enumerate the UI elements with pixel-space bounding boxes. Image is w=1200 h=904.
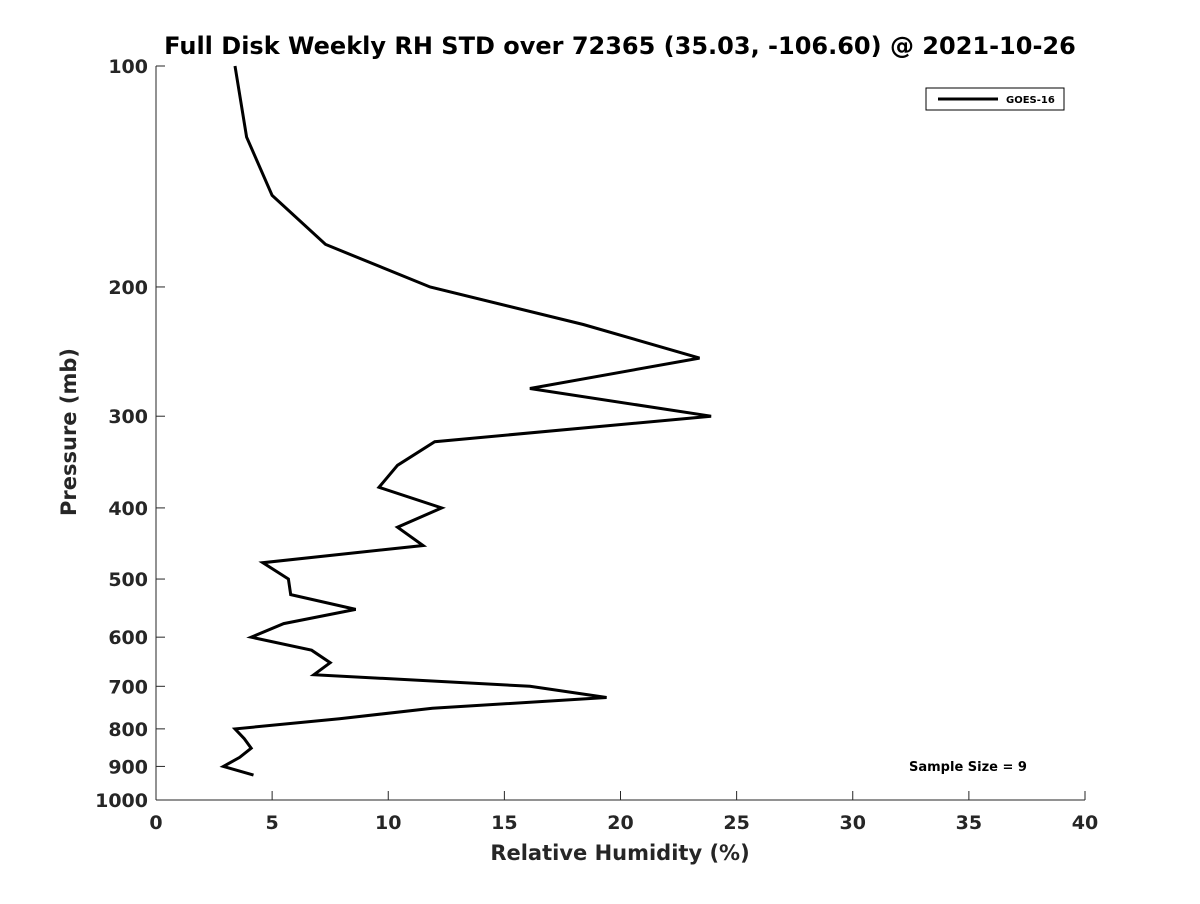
y-tick-label: 700 <box>108 676 148 698</box>
x-tick-label: 20 <box>607 812 633 834</box>
y-tick-label: 300 <box>108 406 148 428</box>
x-tick-label: 15 <box>491 812 517 834</box>
y-tick-label: 400 <box>108 498 148 520</box>
y-axis-label: Pressure (mb) <box>57 348 81 516</box>
axes <box>155 66 1085 801</box>
y-tick-label: 600 <box>108 627 148 649</box>
x-tick-label: 25 <box>723 812 749 834</box>
y-tick-label: 900 <box>108 756 148 778</box>
tick-marks <box>155 65 1086 801</box>
y-tick-label: 200 <box>108 277 148 299</box>
legend-label-goes-16: GOES-16 <box>1006 95 1055 106</box>
y-tick-label: 1000 <box>95 790 148 812</box>
chart-title: Full Disk Weekly RH STD over 72365 (35.0… <box>164 32 1076 60</box>
y-tick-label: 100 <box>108 56 148 78</box>
legend: GOES-16 <box>925 87 1065 111</box>
x-tick-label: 10 <box>375 812 401 834</box>
y-tick-label: 800 <box>108 719 148 741</box>
x-tick-label: 5 <box>266 812 279 834</box>
x-tick-label: 35 <box>956 812 982 834</box>
x-tick-label: 0 <box>149 812 162 834</box>
series-line-goes-16 <box>219 65 712 777</box>
sample-size-annotation: Sample Size = 9 <box>909 760 1027 775</box>
y-tick-label: 500 <box>108 569 148 591</box>
series-group <box>219 65 712 777</box>
x-tick-label: 30 <box>840 812 866 834</box>
x-axis-label: Relative Humidity (%) <box>490 841 749 865</box>
x-tick-label: 40 <box>1072 812 1098 834</box>
